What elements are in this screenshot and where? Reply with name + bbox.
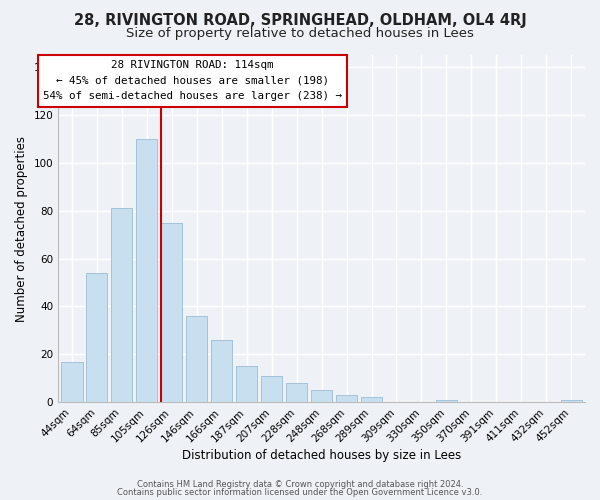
Y-axis label: Number of detached properties: Number of detached properties bbox=[15, 136, 28, 322]
Bar bbox=[136, 139, 157, 402]
Bar bbox=[336, 395, 357, 402]
Bar bbox=[261, 376, 282, 402]
Bar bbox=[436, 400, 457, 402]
Bar bbox=[286, 383, 307, 402]
Bar bbox=[211, 340, 232, 402]
Text: Contains HM Land Registry data © Crown copyright and database right 2024.: Contains HM Land Registry data © Crown c… bbox=[137, 480, 463, 489]
Text: 28 RIVINGTON ROAD: 114sqm
← 45% of detached houses are smaller (198)
54% of semi: 28 RIVINGTON ROAD: 114sqm ← 45% of detac… bbox=[43, 60, 342, 102]
Bar bbox=[61, 362, 83, 402]
Bar bbox=[86, 273, 107, 402]
Bar bbox=[161, 222, 182, 402]
X-axis label: Distribution of detached houses by size in Lees: Distribution of detached houses by size … bbox=[182, 450, 461, 462]
Bar bbox=[311, 390, 332, 402]
Bar bbox=[236, 366, 257, 402]
Bar bbox=[186, 316, 208, 402]
Text: Size of property relative to detached houses in Lees: Size of property relative to detached ho… bbox=[126, 28, 474, 40]
Text: Contains public sector information licensed under the Open Government Licence v3: Contains public sector information licen… bbox=[118, 488, 482, 497]
Bar bbox=[361, 398, 382, 402]
Bar bbox=[560, 400, 582, 402]
Text: 28, RIVINGTON ROAD, SPRINGHEAD, OLDHAM, OL4 4RJ: 28, RIVINGTON ROAD, SPRINGHEAD, OLDHAM, … bbox=[74, 12, 526, 28]
Bar bbox=[111, 208, 133, 402]
